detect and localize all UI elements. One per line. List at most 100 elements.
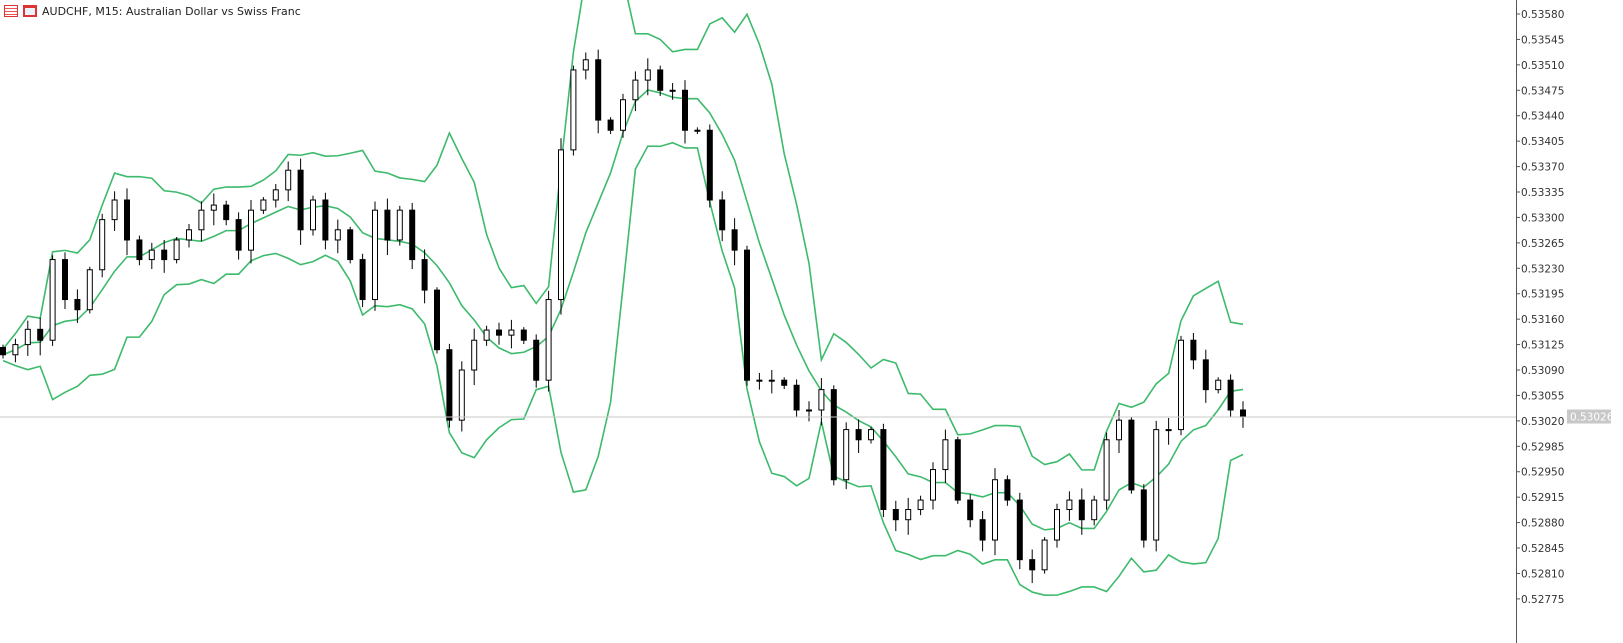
candle — [768, 370, 775, 394]
price-axis: 0.53580 0.53545 0.53510 0.53475 0.53440 0.534… — [1516, 9, 1564, 606]
candle-body-bull — [905, 509, 912, 521]
candle — [310, 195, 316, 236]
candle — [1103, 432, 1110, 510]
candle — [421, 249, 428, 304]
candle — [1202, 349, 1209, 403]
candle — [744, 245, 750, 386]
candle-body-bear — [954, 439, 961, 501]
candle-body-bull — [248, 209, 254, 251]
candle-body-bull — [186, 229, 192, 241]
candle — [607, 117, 614, 135]
candle-body-bull — [260, 199, 267, 211]
candle-body-bull — [818, 389, 825, 411]
candle-body-bear — [1140, 489, 1147, 541]
candle-body-bear — [520, 329, 527, 341]
candle-body-bull — [644, 69, 651, 81]
candle-body-bull — [1041, 539, 1048, 571]
candle-body-bear — [223, 204, 230, 221]
candle-body-bull — [272, 189, 279, 201]
y-tick-label: 0.53125 — [1521, 340, 1564, 352]
candle-body-bear — [37, 328, 44, 341]
candle — [1066, 491, 1073, 521]
candle-body-bull — [768, 379, 775, 382]
y-tick-label: 0.53545 — [1521, 34, 1564, 46]
candle-body-bear — [235, 219, 242, 251]
candle — [297, 158, 304, 245]
candle-body-bull — [570, 69, 577, 151]
candle-body-bear — [1128, 419, 1135, 491]
candle — [372, 201, 378, 311]
candle — [830, 385, 837, 486]
candle — [322, 192, 329, 250]
candle-body-bull — [1153, 429, 1160, 541]
chart-title-bar: AUDCHF, M15: Australian Dollar vs Swiss … — [4, 3, 301, 19]
candle — [24, 320, 31, 356]
candle — [620, 93, 626, 138]
candle-body-bear — [979, 519, 986, 541]
candle — [954, 436, 961, 504]
candle-body-bull — [1054, 509, 1060, 541]
candle — [1016, 492, 1023, 570]
candle-body-bull — [99, 219, 106, 271]
candle — [111, 191, 118, 231]
y-tick-label: 0.53370 — [1521, 162, 1564, 174]
candle — [967, 494, 974, 528]
candle-body-bear — [136, 239, 143, 261]
candle-body-bull — [198, 209, 205, 231]
candle — [1227, 374, 1234, 418]
candle-body-bull — [1103, 439, 1110, 501]
candle-body-bear — [892, 509, 899, 521]
candle-body-bear — [496, 329, 502, 336]
candle-body-bear — [880, 429, 887, 511]
candle — [855, 419, 862, 453]
candle-body-bull — [148, 249, 155, 261]
candle — [1004, 475, 1011, 506]
candle-body-bear — [533, 339, 540, 381]
candle-body-bull — [1178, 339, 1184, 431]
candle — [682, 80, 688, 144]
candle-body-bear — [682, 89, 688, 131]
candle — [37, 317, 44, 356]
candle — [359, 253, 366, 308]
candle-body-bear — [421, 259, 428, 291]
candle-body-bull — [285, 169, 292, 191]
candle — [12, 338, 19, 363]
candle-body-bull — [396, 209, 403, 241]
candle-body-bear — [706, 129, 713, 201]
objects-list-icon[interactable] — [4, 5, 18, 17]
candle — [818, 378, 825, 426]
chart-window-icon[interactable] — [23, 5, 37, 17]
candle-body-bull — [582, 59, 589, 71]
candle — [657, 65, 664, 96]
candle-body-bear — [1202, 359, 1209, 391]
candle-body-bear — [74, 299, 81, 311]
candle-body-bull — [210, 204, 217, 211]
candle-body-bear — [595, 59, 602, 121]
candle-body-bull — [620, 99, 626, 131]
candle — [409, 202, 416, 270]
candle-body-bull — [508, 329, 515, 336]
candle — [533, 334, 540, 388]
candle-body-bear — [124, 199, 130, 241]
candle — [880, 423, 887, 518]
candle — [334, 219, 341, 254]
candle — [694, 127, 701, 135]
y-tick-label: 0.53265 — [1521, 238, 1564, 250]
candle — [1116, 409, 1122, 453]
y-tick-label: 0.53580 — [1521, 9, 1564, 21]
candle-body-bear — [1190, 339, 1197, 361]
candle-body-bull — [1215, 379, 1222, 391]
candle — [756, 372, 763, 390]
candle-body-bear — [719, 199, 726, 231]
candle-body-bull — [310, 199, 316, 231]
candle-body-bull — [1165, 429, 1172, 432]
candle — [186, 223, 192, 248]
candle — [1215, 377, 1222, 394]
candle-body-bull — [1091, 499, 1098, 521]
y-tick-label: 0.52985 — [1521, 441, 1564, 453]
candle — [917, 495, 924, 516]
candle-body-bear — [409, 209, 416, 261]
candle-body-bear — [1240, 409, 1246, 418]
candle — [868, 426, 874, 444]
